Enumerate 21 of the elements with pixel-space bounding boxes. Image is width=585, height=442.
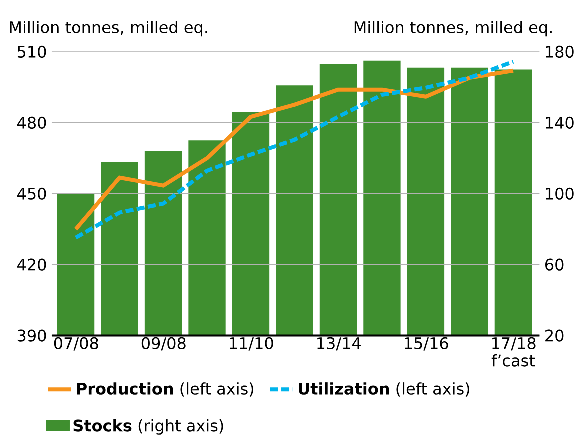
x-tick-label: 09/08 — [142, 337, 186, 351]
legend-label: Production (left axis) — [77, 382, 254, 397]
y-tick-label: 420 — [18, 258, 46, 271]
y-axis-title: Million tonnes, milled eq. — [10, 20, 208, 36]
y2-axis-title: Million tonnes, milled eq. — [354, 20, 552, 36]
legend-label: Utilization (left axis) — [299, 382, 470, 397]
y2-tick-label: 140 — [546, 116, 574, 129]
y2-tick-label: 100 — [546, 188, 574, 200]
y-tick-label: 480 — [18, 116, 46, 129]
y2-tick-label: 60 — [546, 258, 564, 271]
y-tick-label: 450 — [18, 188, 46, 200]
legend-label: Stocks (right axis) — [74, 419, 224, 435]
y-tick-label: 390 — [18, 330, 46, 342]
y-tick-label: 510 — [18, 46, 46, 58]
x-tick-label: 17/18 f’cast — [492, 337, 536, 367]
x-tick-label: 13/14 — [318, 337, 362, 351]
x-tick-label: 07/08 — [54, 337, 98, 351]
x-tick-label: 15/16 — [405, 337, 448, 351]
y2-tick-label: 20 — [546, 330, 564, 342]
y2-tick-label: 180 — [546, 46, 574, 58]
x-tick-label: 11/10 — [230, 337, 274, 351]
